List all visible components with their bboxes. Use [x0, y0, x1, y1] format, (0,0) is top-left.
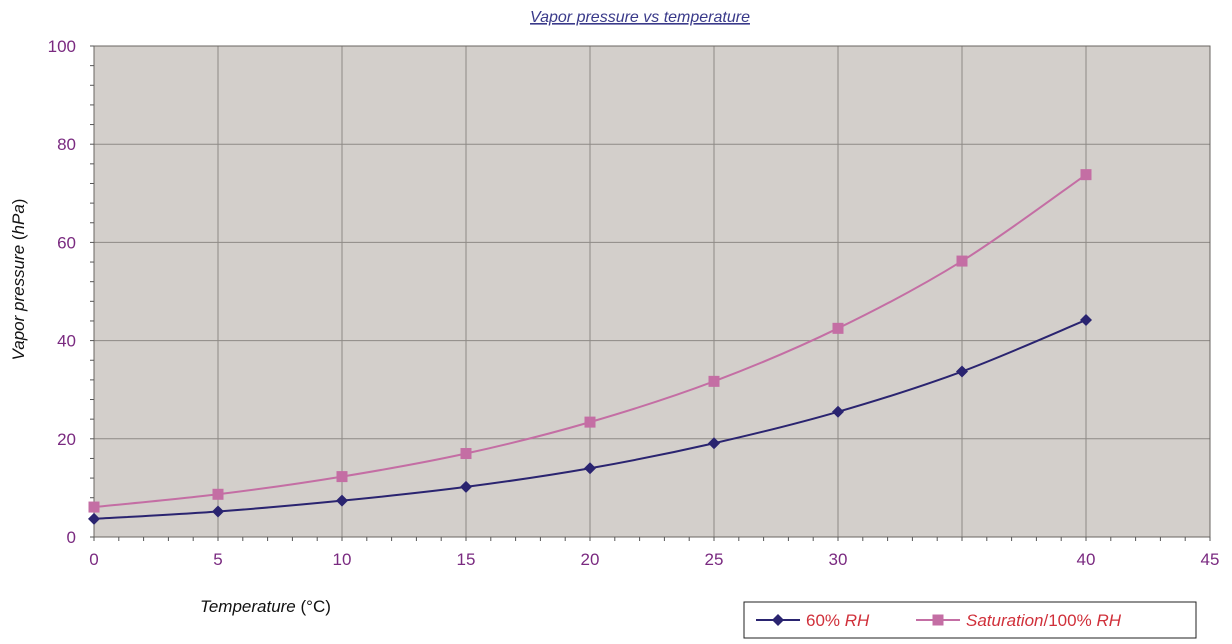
data-point: [1080, 313, 1092, 326]
data-point: [832, 405, 844, 418]
data-point: [212, 488, 224, 500]
axes: 0 5 10 15 20 25 30 40 45 0 20 40 60 80 100 Temperature …: [9, 37, 1219, 616]
data-point: [956, 255, 968, 267]
data-point: [708, 437, 720, 450]
data-point: [336, 494, 348, 507]
series-1: [88, 313, 1092, 525]
y-tick-label: 100: [48, 37, 76, 56]
y-axis-label: Vapor pressure (hPa): [9, 199, 28, 361]
data-point: [88, 512, 100, 525]
x-tick-label: 0: [89, 550, 98, 569]
series-2: [88, 169, 1092, 513]
x-tick-label: 45: [1201, 550, 1220, 569]
data-point: [460, 480, 472, 493]
y-tick-label: 20: [57, 430, 76, 449]
legend-entry: 60% RH: [756, 611, 870, 630]
series-layer: [88, 169, 1092, 525]
legend-label: Saturation/100% RH: [966, 611, 1122, 630]
y-tick-label: 60: [57, 233, 76, 252]
legend-swatch-marker: [932, 614, 944, 626]
legend-entry: Saturation/100% RH: [916, 611, 1122, 630]
x-tick-label: 15: [457, 550, 476, 569]
data-point: [832, 322, 844, 334]
chart-title: Vapor pressure vs temperature: [530, 9, 750, 26]
plot-border: [93, 45, 1211, 538]
data-point: [956, 365, 968, 378]
x-tick-label: 20: [581, 550, 600, 569]
data-point: [708, 375, 720, 387]
data-point: [336, 471, 348, 483]
x-tick-label: 25: [705, 550, 724, 569]
legend-label: 60% RH: [806, 611, 870, 630]
legend: 60% RH Saturation/100% RH: [743, 601, 1197, 639]
data-point: [460, 448, 472, 460]
y-tick-label: 0: [67, 528, 76, 547]
x-tick-label: 40: [1077, 550, 1096, 569]
data-point: [1080, 169, 1092, 181]
y-tick-label: 80: [57, 135, 76, 154]
x-axis-label: Temperature (°C): [200, 597, 331, 616]
x-tick-label: 30: [829, 550, 848, 569]
legend-box: [743, 601, 1197, 639]
data-point: [584, 462, 596, 475]
legend-swatch-marker: [772, 614, 784, 626]
plot-background: [94, 46, 1210, 537]
x-tick-label: 5: [213, 550, 222, 569]
data-point: [212, 505, 224, 518]
data-point: [88, 501, 100, 513]
x-tick-label: 10: [333, 550, 352, 569]
data-point: [584, 416, 596, 428]
plot-area: [93, 45, 1211, 538]
y-tick-label: 40: [57, 332, 76, 351]
